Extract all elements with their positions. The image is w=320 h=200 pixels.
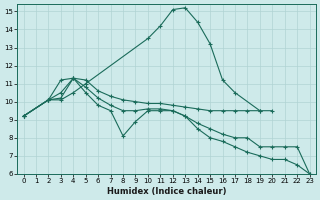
X-axis label: Humidex (Indice chaleur): Humidex (Indice chaleur) bbox=[107, 187, 226, 196]
